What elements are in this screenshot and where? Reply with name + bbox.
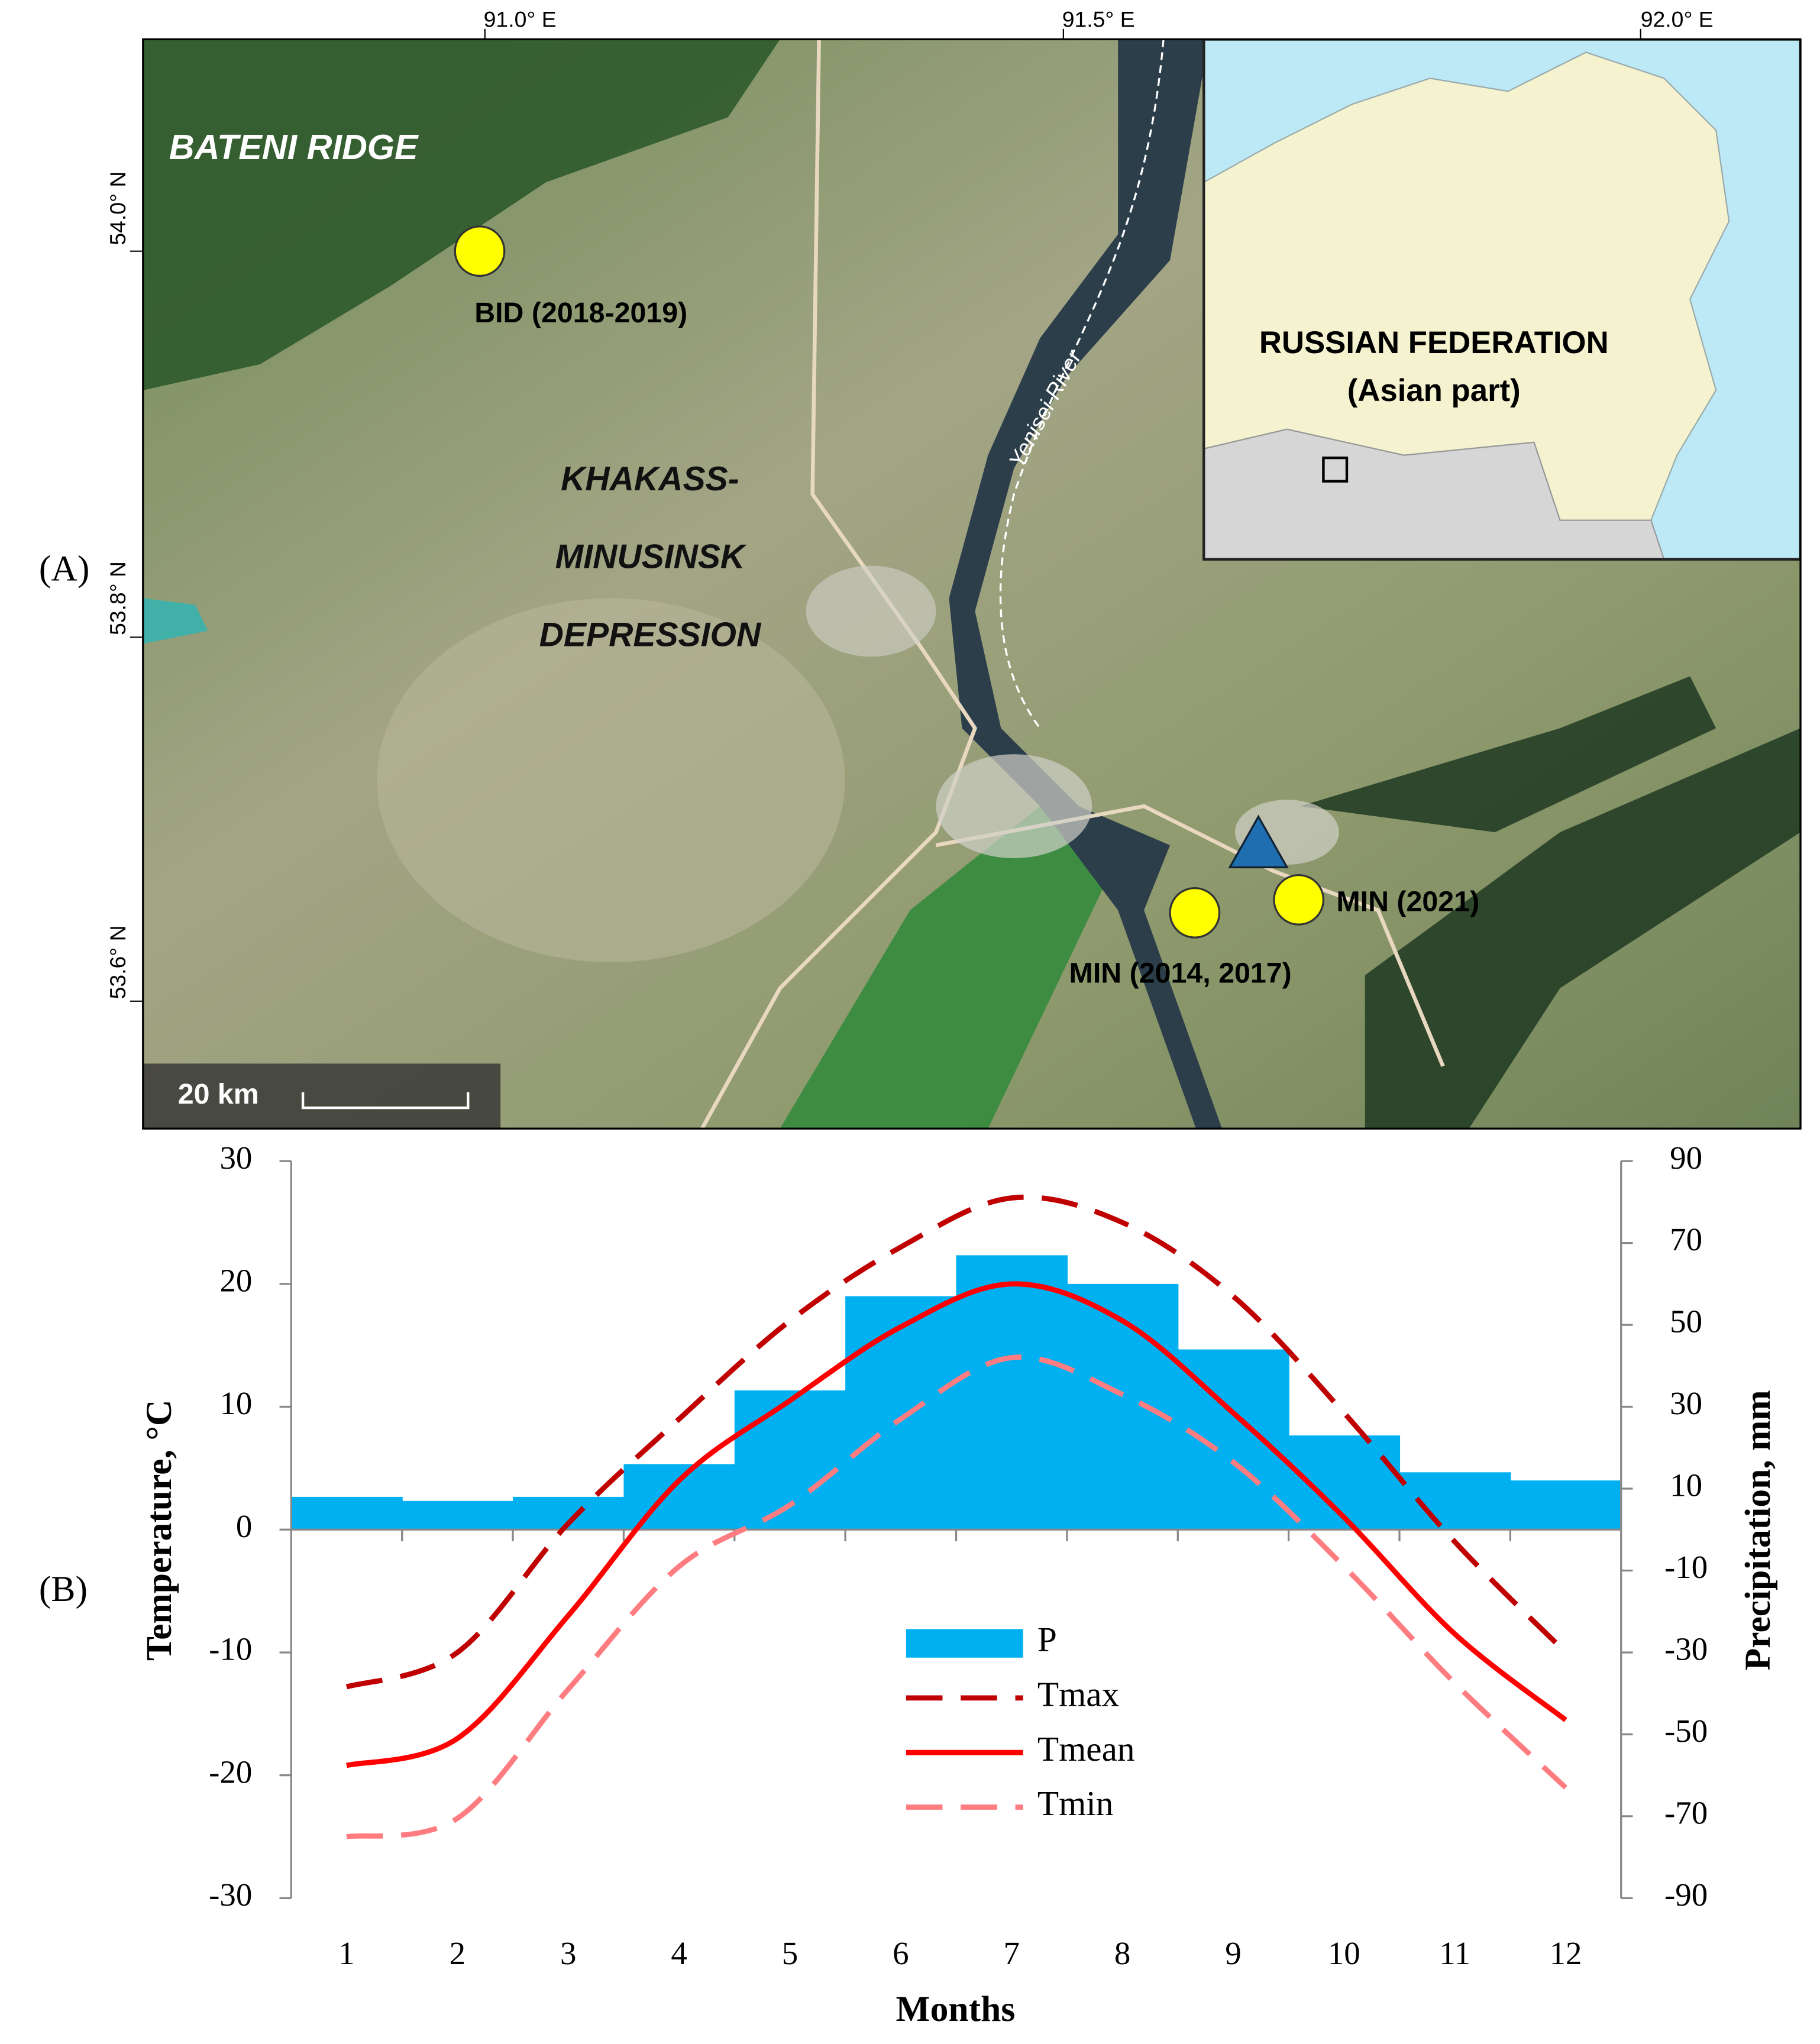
bar: [845, 1296, 957, 1530]
y-axis-title: Temperature, °C: [139, 1400, 179, 1661]
bar: [402, 1500, 514, 1530]
y-tick-label: -10: [209, 1631, 252, 1667]
y2-tick-label: -10: [1664, 1549, 1708, 1585]
site-label: MIN (2021): [1336, 886, 1479, 918]
legend-label: Tmin: [1037, 1784, 1114, 1823]
x-tick-label: 3: [560, 1935, 576, 1971]
site: [454, 225, 506, 277]
y2-tick-label: 70: [1670, 1221, 1702, 1257]
map-frame: [142, 38, 1802, 1130]
lat-label: 54.0° N: [105, 172, 130, 245]
road: [700, 39, 978, 1129]
region-label: DEPRESSION: [539, 616, 762, 654]
x-tick-label: 4: [671, 1935, 687, 1971]
legend-label: P: [1037, 1620, 1057, 1659]
town: [936, 754, 1092, 859]
y2-tick-label: 90: [1670, 1140, 1702, 1176]
town: [806, 565, 936, 657]
boundary: [999, 39, 1165, 729]
inset-label: RUSSIAN FEDERATION: [1259, 325, 1609, 360]
line: [346, 1354, 1568, 1839]
x-tick-label: 10: [1328, 1935, 1360, 1971]
x-tick-label: 9: [1225, 1935, 1241, 1971]
x-tick-label: 8: [1114, 1935, 1130, 1971]
x-axis-title: Months: [896, 1989, 1016, 2029]
x-tick-label: 6: [893, 1935, 909, 1971]
legend-label: Tmax: [1037, 1675, 1119, 1714]
y-tick-label: 0: [236, 1508, 252, 1544]
y2-tick-label: 10: [1670, 1467, 1702, 1503]
bar: [1066, 1283, 1179, 1530]
site: [1273, 874, 1325, 926]
station: [1228, 814, 1289, 869]
y-tick-label: -30: [209, 1877, 252, 1913]
lat-label: 53.6° N: [105, 925, 130, 999]
line: [345, 1194, 1568, 1690]
legend-label: Tmean: [1037, 1729, 1135, 1768]
y-tick-label: -20: [209, 1754, 252, 1790]
scale-label: 20 km: [178, 1078, 259, 1110]
lat-label: 53.8° N: [105, 561, 130, 635]
x-tick-label: 1: [338, 1935, 354, 1971]
lon-label: 92.0° E: [1641, 7, 1714, 32]
x-tick-label: 5: [782, 1935, 798, 1971]
graticule: 91.0° E 91.5° E 92.0° E 54.0° N 53.8° N …: [105, 7, 1714, 1002]
x-tick-label: 12: [1550, 1935, 1582, 1971]
climate-chart: -30 -20 -10 0 10 20 30 -90 -70 -50 -30 -10 10 30 50 70 9…: [139, 1140, 1778, 2029]
line: [345, 1281, 1567, 1768]
region-label: MINUSINSK: [555, 538, 747, 576]
x-tick-label: 7: [1003, 1935, 1019, 1971]
y-tick-label: 10: [219, 1385, 252, 1421]
forest: [143, 39, 780, 390]
terrain: [377, 598, 845, 962]
site-label: MIN (2014, 2017): [1069, 958, 1292, 989]
lake: [143, 598, 208, 644]
forest: [1365, 728, 1801, 1129]
forest: [1299, 676, 1716, 833]
bar: [623, 1464, 735, 1530]
map: BATENI RIDGE BID (2018-2019) KHAKASS- MI…: [143, 39, 1801, 1129]
x-tick-label: 2: [450, 1935, 465, 1971]
site-label: BID (2018-2019): [474, 297, 687, 329]
region-label: BATENI RIDGE: [169, 127, 419, 167]
y2-tick-label: -70: [1664, 1795, 1708, 1831]
scale-bar: [301, 1092, 470, 1110]
inset-label: (Asian part): [1347, 373, 1521, 408]
x-tick-label: 11: [1439, 1935, 1470, 1971]
y2-axis-title: Precipitation, mm: [1738, 1390, 1778, 1670]
y2-tick-label: 50: [1670, 1304, 1702, 1340]
legend-swatch: [906, 1629, 1023, 1658]
inset-marker: [1322, 456, 1349, 483]
region-label: KHAKASS-: [561, 460, 739, 498]
y2-tick-label: -50: [1664, 1713, 1708, 1749]
y2-tick-label: -90: [1664, 1877, 1708, 1913]
map-labels: BATENI RIDGE BID (2018-2019) KHAKASS- MI…: [169, 127, 1609, 1110]
river: [949, 39, 1222, 1129]
bar: [956, 1255, 1068, 1530]
panel-label: (B): [39, 1569, 88, 1609]
y-tick-label: 20: [219, 1262, 252, 1298]
scale-box: [143, 1063, 501, 1129]
panel-label: (A): [39, 549, 89, 589]
y2-tick-label: 30: [1670, 1385, 1702, 1421]
lon-label: 91.0° E: [484, 7, 557, 32]
bar: [291, 1496, 403, 1530]
inset-frame: [1202, 39, 1801, 561]
valley: [780, 806, 1105, 1129]
y2-tick-label: -30: [1664, 1631, 1708, 1667]
lon-label: 91.5° E: [1062, 7, 1135, 32]
site: [1169, 887, 1221, 939]
y-tick-label: 30: [219, 1140, 252, 1176]
bar: [734, 1390, 846, 1530]
bar: [1510, 1480, 1622, 1530]
